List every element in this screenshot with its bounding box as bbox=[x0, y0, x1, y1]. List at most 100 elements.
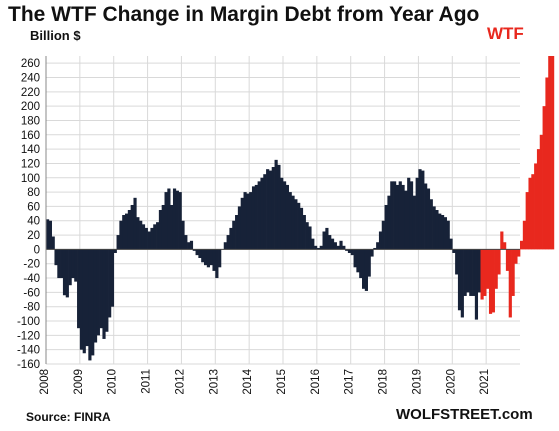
bar bbox=[367, 249, 371, 277]
bar bbox=[446, 220, 450, 250]
y-tick-label: -20 bbox=[23, 259, 40, 271]
bar bbox=[469, 249, 473, 296]
bar bbox=[178, 192, 182, 250]
y-axis-unit-label: Billion $ bbox=[30, 28, 81, 43]
x-tick-label: 2013 bbox=[208, 369, 220, 395]
y-tick-label: -120 bbox=[17, 330, 40, 342]
x-tick-label: 2014 bbox=[242, 368, 254, 394]
bar bbox=[251, 186, 256, 250]
bar bbox=[54, 249, 58, 266]
bar bbox=[141, 224, 146, 250]
bar bbox=[130, 204, 134, 250]
bar bbox=[204, 249, 208, 266]
bar bbox=[201, 249, 205, 263]
x-tick-label: 2019 bbox=[411, 369, 423, 395]
bar bbox=[79, 249, 84, 350]
bar bbox=[263, 174, 267, 250]
bar bbox=[82, 249, 86, 354]
brand-label: WOLFSTREET.com bbox=[396, 406, 533, 423]
bar bbox=[288, 192, 292, 250]
x-tick-label: 2016 bbox=[310, 369, 322, 395]
bar bbox=[299, 207, 304, 250]
y-tick-label: 240 bbox=[21, 72, 40, 84]
bar bbox=[426, 188, 431, 250]
bar bbox=[305, 222, 309, 250]
bar bbox=[71, 249, 75, 279]
bar bbox=[136, 217, 140, 250]
bar bbox=[91, 249, 95, 356]
bar bbox=[308, 226, 312, 250]
bar bbox=[122, 215, 126, 250]
bar bbox=[514, 249, 518, 264]
bar bbox=[412, 195, 416, 250]
bar bbox=[500, 231, 504, 250]
bar bbox=[294, 199, 298, 250]
gridlines bbox=[46, 56, 520, 365]
bar bbox=[528, 177, 532, 250]
bar bbox=[316, 247, 321, 250]
bar bbox=[291, 195, 295, 250]
axes bbox=[45, 56, 520, 364]
bar bbox=[491, 249, 495, 313]
bar bbox=[223, 242, 227, 250]
bar bbox=[395, 184, 400, 250]
x-tick-label: 2017 bbox=[344, 369, 356, 395]
bar bbox=[548, 56, 552, 250]
bar bbox=[212, 249, 216, 271]
bar bbox=[108, 249, 112, 318]
bar bbox=[65, 249, 69, 298]
bar bbox=[113, 249, 117, 253]
bar bbox=[407, 177, 411, 250]
bar bbox=[235, 215, 239, 250]
y-tick-label: -160 bbox=[17, 359, 40, 371]
bar bbox=[342, 245, 346, 250]
bar bbox=[215, 249, 219, 279]
bar bbox=[522, 220, 526, 250]
bar bbox=[277, 164, 281, 250]
bar bbox=[345, 249, 349, 251]
y-tick-label: 40 bbox=[27, 216, 40, 228]
bars bbox=[46, 56, 555, 361]
bar bbox=[463, 249, 467, 296]
wtf-annotation: WTF bbox=[487, 24, 524, 43]
bar bbox=[257, 181, 261, 250]
bar bbox=[387, 195, 391, 250]
bar bbox=[229, 227, 233, 250]
bar bbox=[156, 222, 160, 250]
y-tick-label: 180 bbox=[21, 115, 40, 127]
bar bbox=[542, 106, 546, 250]
y-tick-label: -40 bbox=[23, 273, 40, 285]
y-tick-label: 260 bbox=[21, 58, 40, 70]
y-tick-label: 0 bbox=[34, 244, 40, 256]
bar bbox=[328, 235, 332, 250]
bar bbox=[153, 224, 157, 250]
y-tick-label: 140 bbox=[21, 144, 40, 156]
bar bbox=[480, 249, 484, 300]
chart-title: The WTF Change in Margin Debt from Year … bbox=[8, 3, 480, 26]
bar bbox=[99, 249, 103, 329]
bar bbox=[280, 177, 284, 250]
bar bbox=[486, 249, 490, 289]
bar bbox=[421, 170, 425, 250]
bar bbox=[48, 220, 52, 250]
bar bbox=[218, 249, 222, 268]
x-tick-label: 2015 bbox=[276, 369, 288, 395]
bar bbox=[226, 235, 230, 250]
bar bbox=[240, 197, 244, 250]
bar bbox=[455, 249, 459, 275]
bar bbox=[133, 197, 137, 250]
bar bbox=[333, 242, 337, 250]
bar bbox=[483, 249, 487, 296]
bar bbox=[184, 235, 188, 250]
bar bbox=[551, 56, 555, 250]
bar bbox=[139, 220, 143, 250]
bar bbox=[249, 192, 253, 250]
bar bbox=[285, 184, 289, 250]
bar bbox=[164, 192, 168, 250]
bar bbox=[404, 190, 408, 250]
bar bbox=[517, 249, 521, 257]
bar bbox=[503, 242, 507, 250]
bar bbox=[232, 220, 236, 250]
bar bbox=[457, 249, 462, 311]
